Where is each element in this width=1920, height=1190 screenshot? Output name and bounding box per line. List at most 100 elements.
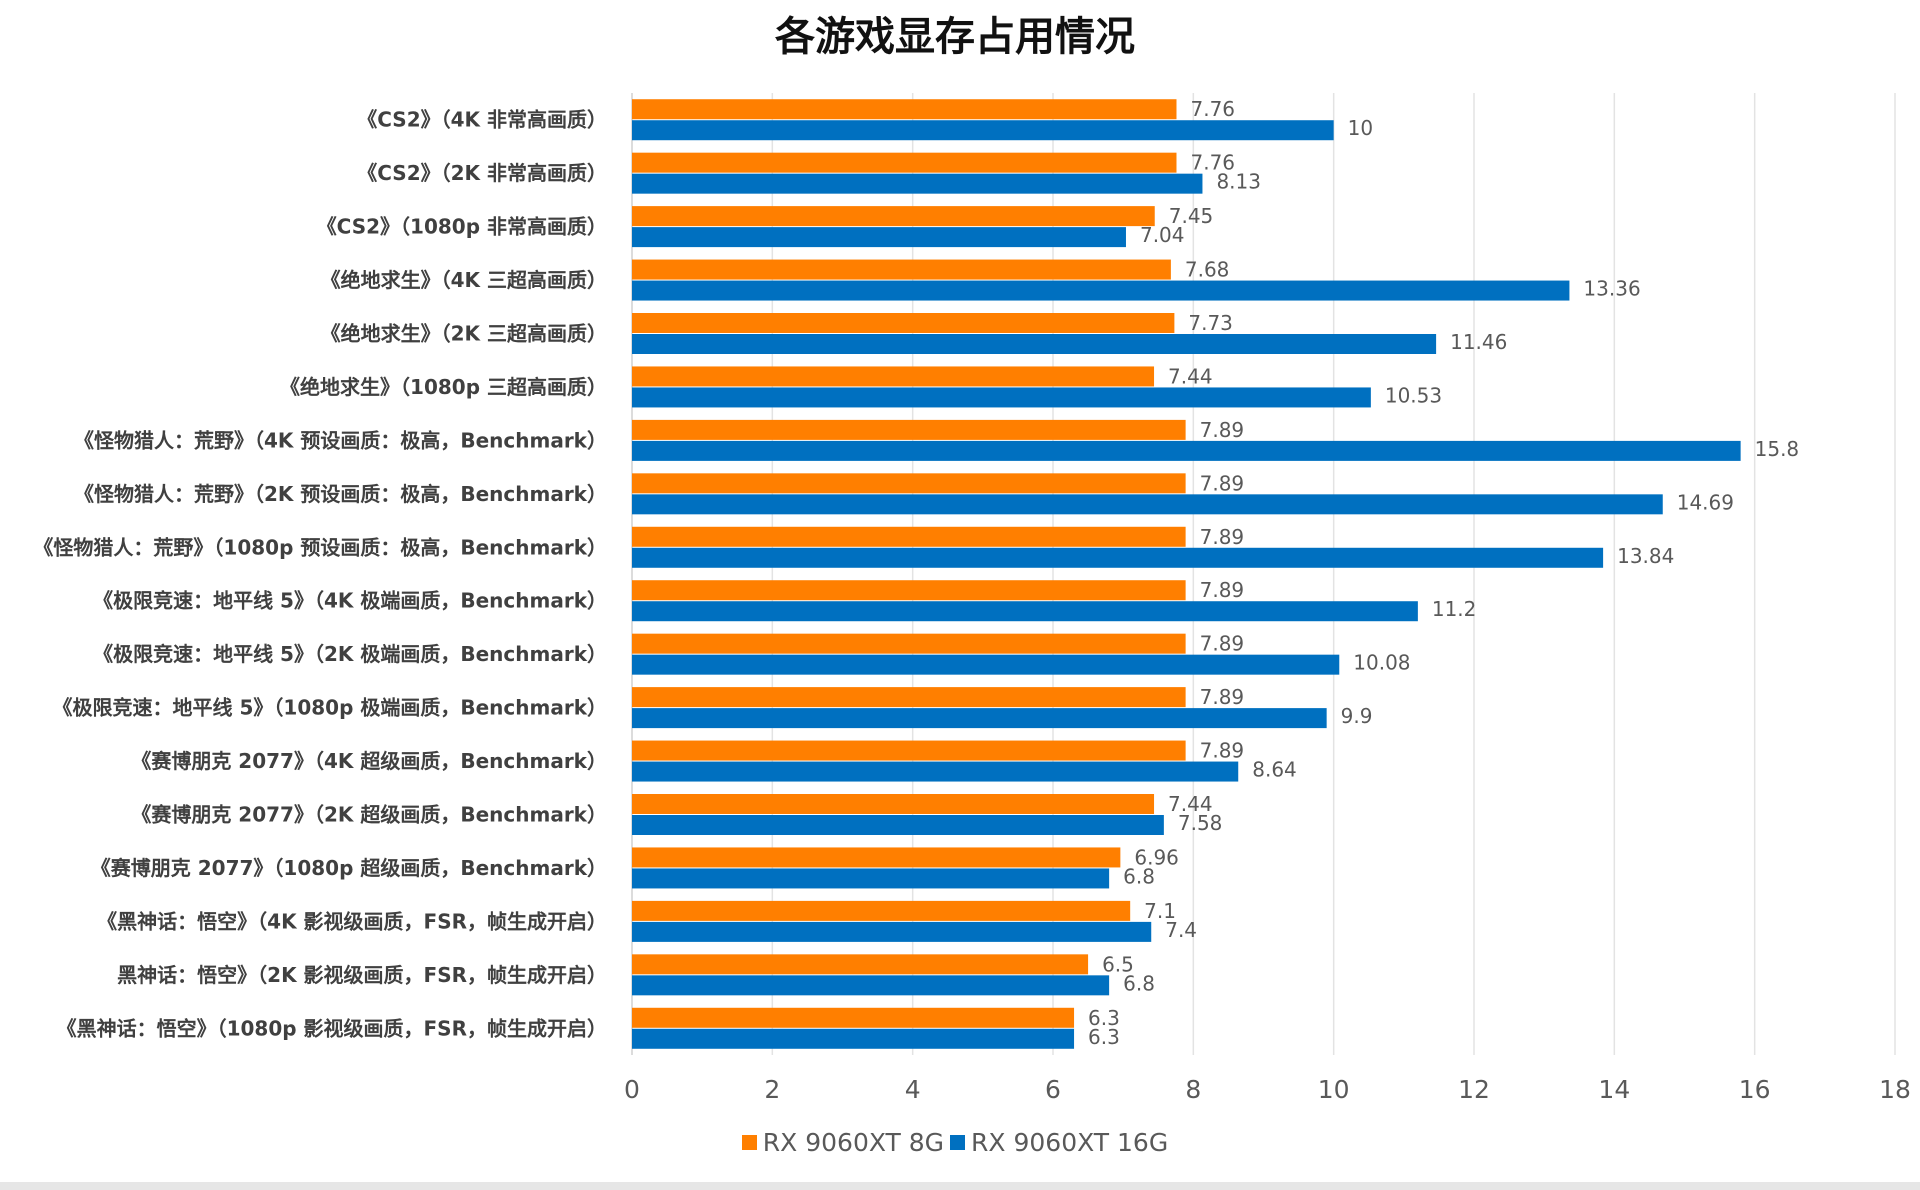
- category-label-8: 《怪物猎人：荒野》（1080p 预设画质：极高，Benchmark）: [33, 535, 607, 559]
- data-label-s1-12: 8.64: [1252, 758, 1297, 782]
- legend-swatch-16g: [950, 1135, 966, 1150]
- bar-s0-7: [632, 473, 1186, 494]
- data-label-s0-4: 7.73: [1188, 311, 1233, 335]
- bar-s1-14: [632, 868, 1110, 889]
- legend: RX 9060XT 8G RX 9060XT 16G: [0, 1128, 1910, 1157]
- data-label-s0-9: 7.89: [1200, 578, 1245, 602]
- data-label-s0-5: 7.44: [1168, 364, 1213, 388]
- x-tick-label-0: 0: [624, 1075, 640, 1104]
- category-label-2: 《CS2》（1080p 非常高画质）: [317, 215, 607, 239]
- category-label-9: 《极限竞速：地平线 5》（4K 极端画质，Benchmark）: [93, 589, 607, 613]
- category-label-16: 黑神话：悟空》（2K 影视级画质，FSR，帧生成开启）: [117, 963, 607, 987]
- bar-s1-4: [632, 334, 1437, 354]
- bar-s0-6: [632, 419, 1186, 440]
- category-label-12: 《赛博朋克 2077》（4K 超级画质，Benchmark）: [131, 749, 607, 773]
- legend-label-8g: RX 9060XT 8G: [762, 1128, 945, 1157]
- x-tick-label-3: 6: [1045, 1075, 1061, 1104]
- bar-s1-2: [632, 227, 1126, 248]
- x-tick-label-5: 10: [1318, 1075, 1350, 1104]
- category-label-1: 《CS2》（2K 非常高画质）: [357, 161, 607, 185]
- bar-s1-0: [632, 120, 1334, 141]
- bar-s0-13: [632, 794, 1155, 814]
- bar-s1-1: [632, 173, 1203, 194]
- bar-s0-0: [632, 99, 1177, 120]
- bar-s0-2: [632, 206, 1155, 227]
- bar-s0-3: [632, 259, 1171, 280]
- bar-s0-12: [632, 740, 1186, 761]
- data-label-s0-14: 6.96: [1134, 845, 1179, 869]
- data-label-s0-11: 7.89: [1200, 685, 1245, 709]
- data-label-s0-16: 6.5: [1102, 952, 1134, 976]
- data-label-s1-1: 8.13: [1216, 170, 1261, 194]
- bar-s0-15: [632, 900, 1131, 921]
- data-label-s1-11: 9.9: [1341, 704, 1373, 728]
- data-label-s1-15: 7.4: [1165, 918, 1197, 942]
- x-tick-label-6: 12: [1458, 1075, 1490, 1104]
- category-label-10: 《极限竞速：地平线 5》（2K 极端画质，Benchmark）: [93, 642, 607, 666]
- bar-s1-17: [632, 1028, 1075, 1049]
- data-label-s1-9: 11.2: [1432, 597, 1477, 621]
- data-label-s1-6: 15.8: [1755, 437, 1800, 461]
- data-label-s1-17: 6.3: [1088, 1025, 1120, 1049]
- data-label-s1-10: 10.08: [1353, 651, 1410, 675]
- data-label-s0-8: 7.89: [1200, 525, 1245, 549]
- category-label-7: 《怪物猎人：荒野》（2K 预设画质：极高，Benchmark）: [74, 482, 607, 506]
- x-tick-label-8: 16: [1739, 1075, 1771, 1104]
- data-label-s1-2: 7.04: [1140, 223, 1185, 247]
- bar-s0-9: [632, 580, 1186, 601]
- category-label-6: 《怪物猎人：荒野》（4K 预设画质：极高，Benchmark）: [74, 428, 607, 452]
- bar-s1-11: [632, 708, 1327, 729]
- x-tick-label-9: 18: [1879, 1075, 1911, 1104]
- category-label-0: 《CS2》（4K 非常高画质）: [357, 108, 607, 132]
- data-label-s1-0: 10: [1348, 116, 1373, 140]
- bar-s1-3: [632, 280, 1570, 301]
- data-label-s1-16: 6.8: [1123, 971, 1155, 995]
- data-label-s0-7: 7.89: [1200, 471, 1245, 495]
- category-label-15: 《黑神话：悟空》（4K 影视级画质，FSR，帧生成开启）: [97, 909, 607, 933]
- bottom-strip: [0, 1182, 1920, 1190]
- data-label-s1-13: 7.58: [1178, 811, 1223, 835]
- data-label-s1-4: 11.46: [1450, 330, 1507, 354]
- bar-s1-16: [632, 975, 1110, 996]
- category-label-4: 《绝地求生》（2K 三超高画质）: [321, 322, 607, 346]
- data-label-s0-10: 7.89: [1200, 632, 1245, 656]
- x-tick-label-1: 2: [764, 1075, 780, 1104]
- legend-label-16g: RX 9060XT 16G: [971, 1128, 1169, 1157]
- bar-s1-6: [632, 440, 1741, 461]
- data-label-s0-12: 7.89: [1200, 739, 1245, 763]
- data-label-s1-14: 6.8: [1123, 864, 1155, 888]
- category-label-3: 《绝地求生》（4K 三超高画质）: [321, 268, 607, 292]
- x-tick-label-7: 14: [1598, 1075, 1630, 1104]
- bar-s0-14: [632, 847, 1121, 868]
- category-label-17: 《黑神话：悟空》（1080p 影视级画质，FSR，帧生成开启）: [57, 1016, 607, 1040]
- bar-s0-16: [632, 954, 1089, 975]
- category-label-11: 《极限竞速：地平线 5》（1080p 极端画质，Benchmark）: [53, 696, 607, 720]
- x-tick-label-2: 4: [905, 1075, 921, 1104]
- data-label-s1-8: 13.84: [1617, 544, 1674, 568]
- bar-s1-8: [632, 547, 1604, 568]
- bar-s1-7: [632, 494, 1663, 515]
- bar-s1-10: [632, 654, 1340, 675]
- bar-s1-12: [632, 761, 1239, 782]
- data-label-s0-6: 7.89: [1200, 418, 1245, 442]
- data-label-s0-1: 7.76: [1190, 151, 1235, 175]
- category-label-13: 《赛博朋克 2077》（2K 超级画质，Benchmark）: [131, 803, 607, 827]
- bar-s1-15: [632, 921, 1152, 942]
- x-tick-label-4: 8: [1185, 1075, 1201, 1104]
- data-label-s1-5: 10.53: [1385, 383, 1442, 407]
- bar-s0-10: [632, 633, 1186, 654]
- bar-s1-13: [632, 815, 1164, 835]
- category-label-14: 《赛博朋克 2077》（1080p 超级画质，Benchmark）: [91, 856, 607, 880]
- legend-item-16g: RX 9060XT 16G: [950, 1128, 1168, 1157]
- bar-s1-9: [632, 601, 1418, 622]
- data-label-s0-13: 7.44: [1168, 792, 1213, 816]
- bar-s0-11: [632, 687, 1186, 708]
- chart-title: 各游戏显存占用情况: [775, 14, 1135, 60]
- data-label-s0-0: 7.76: [1190, 97, 1235, 121]
- bar-s1-5: [632, 387, 1371, 408]
- bar-chart: 0 2 4 6 8 10 12 14 16 18 《CS2》（4K 非常高画质） 7.76 10 《CS2…: [33, 93, 1911, 1104]
- data-label-s1-3: 13.36: [1583, 277, 1640, 301]
- data-label-s0-2: 7.45: [1169, 204, 1214, 228]
- legend-item-8g: RX 9060XT 8G: [741, 1128, 945, 1157]
